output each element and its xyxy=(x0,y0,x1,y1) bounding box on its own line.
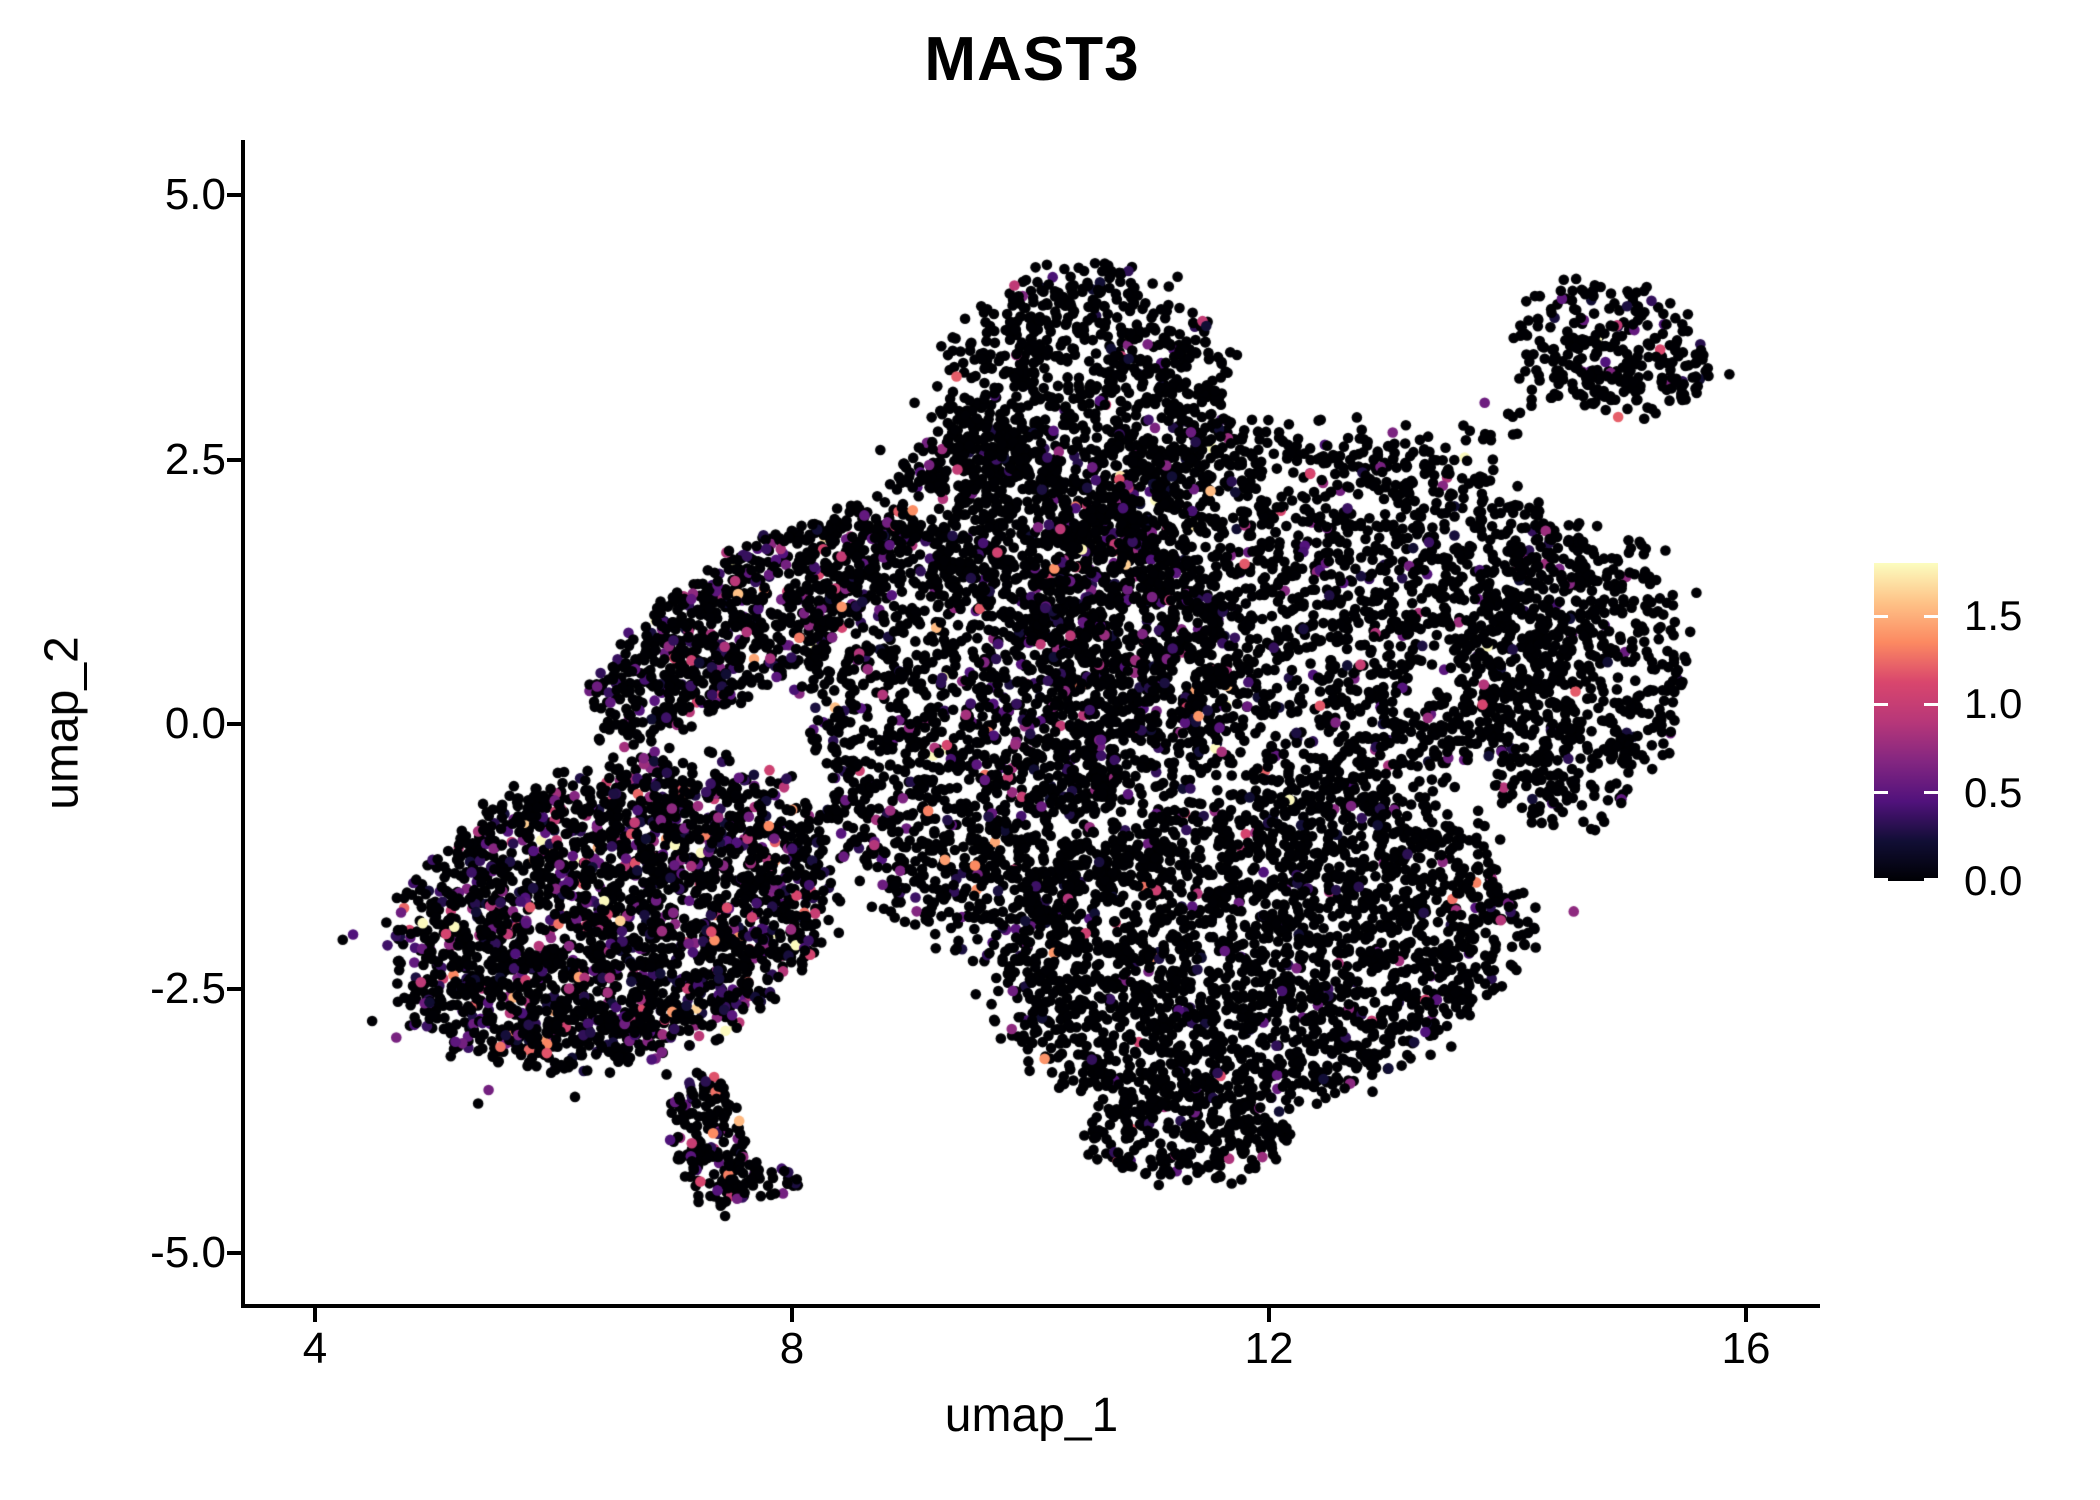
axis-tick-mark xyxy=(227,1251,241,1255)
x-tick-label: 4 xyxy=(302,1324,328,1373)
x-axis-label: umap_1 xyxy=(944,1389,1119,1442)
axis-tick-mark xyxy=(1744,1308,1748,1322)
y-tick-label: 2.5 xyxy=(164,434,226,484)
colorbar-tick-dash xyxy=(1924,702,1938,706)
colorbar-tick-dash xyxy=(1874,878,1888,881)
axis-tick-mark xyxy=(227,722,241,726)
colorbar-tick-label: 1.5 xyxy=(1964,592,2023,639)
x-tick-label: 8 xyxy=(779,1324,805,1373)
colorbar-tick-label: 1.0 xyxy=(1964,680,2023,728)
y-axis-spine xyxy=(241,140,245,1308)
y-tick-label: -5.0 xyxy=(150,1228,226,1277)
colorbar-tick-dash xyxy=(1874,702,1888,706)
colorbar-tick-label: 0.0 xyxy=(1964,857,2023,904)
x-axis-spine xyxy=(241,1304,1820,1308)
y-axis-label: umap_2 xyxy=(35,636,89,810)
axis-tick-mark xyxy=(227,457,241,462)
y-tick-label: 0.0 xyxy=(164,699,226,748)
x-tick-label: 12 xyxy=(1244,1324,1294,1373)
axis-tick-mark xyxy=(1267,1308,1271,1322)
y-tick-label: -2.5 xyxy=(150,963,226,1013)
axis-tick-mark xyxy=(227,193,241,197)
colorbar-tick-label: 0.5 xyxy=(1964,768,2023,816)
colorbar-tick-dash xyxy=(1924,878,1938,881)
y-tick-label: 5.0 xyxy=(164,170,226,219)
colorbar-tick-dash xyxy=(1924,614,1938,618)
axis-tick-mark xyxy=(227,986,241,991)
x-tick-label: 16 xyxy=(1721,1324,1771,1373)
colorbar-tick-dash xyxy=(1874,791,1888,795)
colorbar-tick-dash xyxy=(1924,791,1938,795)
axis-tick-mark xyxy=(790,1308,794,1322)
expression-colorbar xyxy=(1874,563,1938,881)
colorbar-tick-dash xyxy=(1874,614,1888,618)
axis-tick-mark xyxy=(313,1308,317,1322)
